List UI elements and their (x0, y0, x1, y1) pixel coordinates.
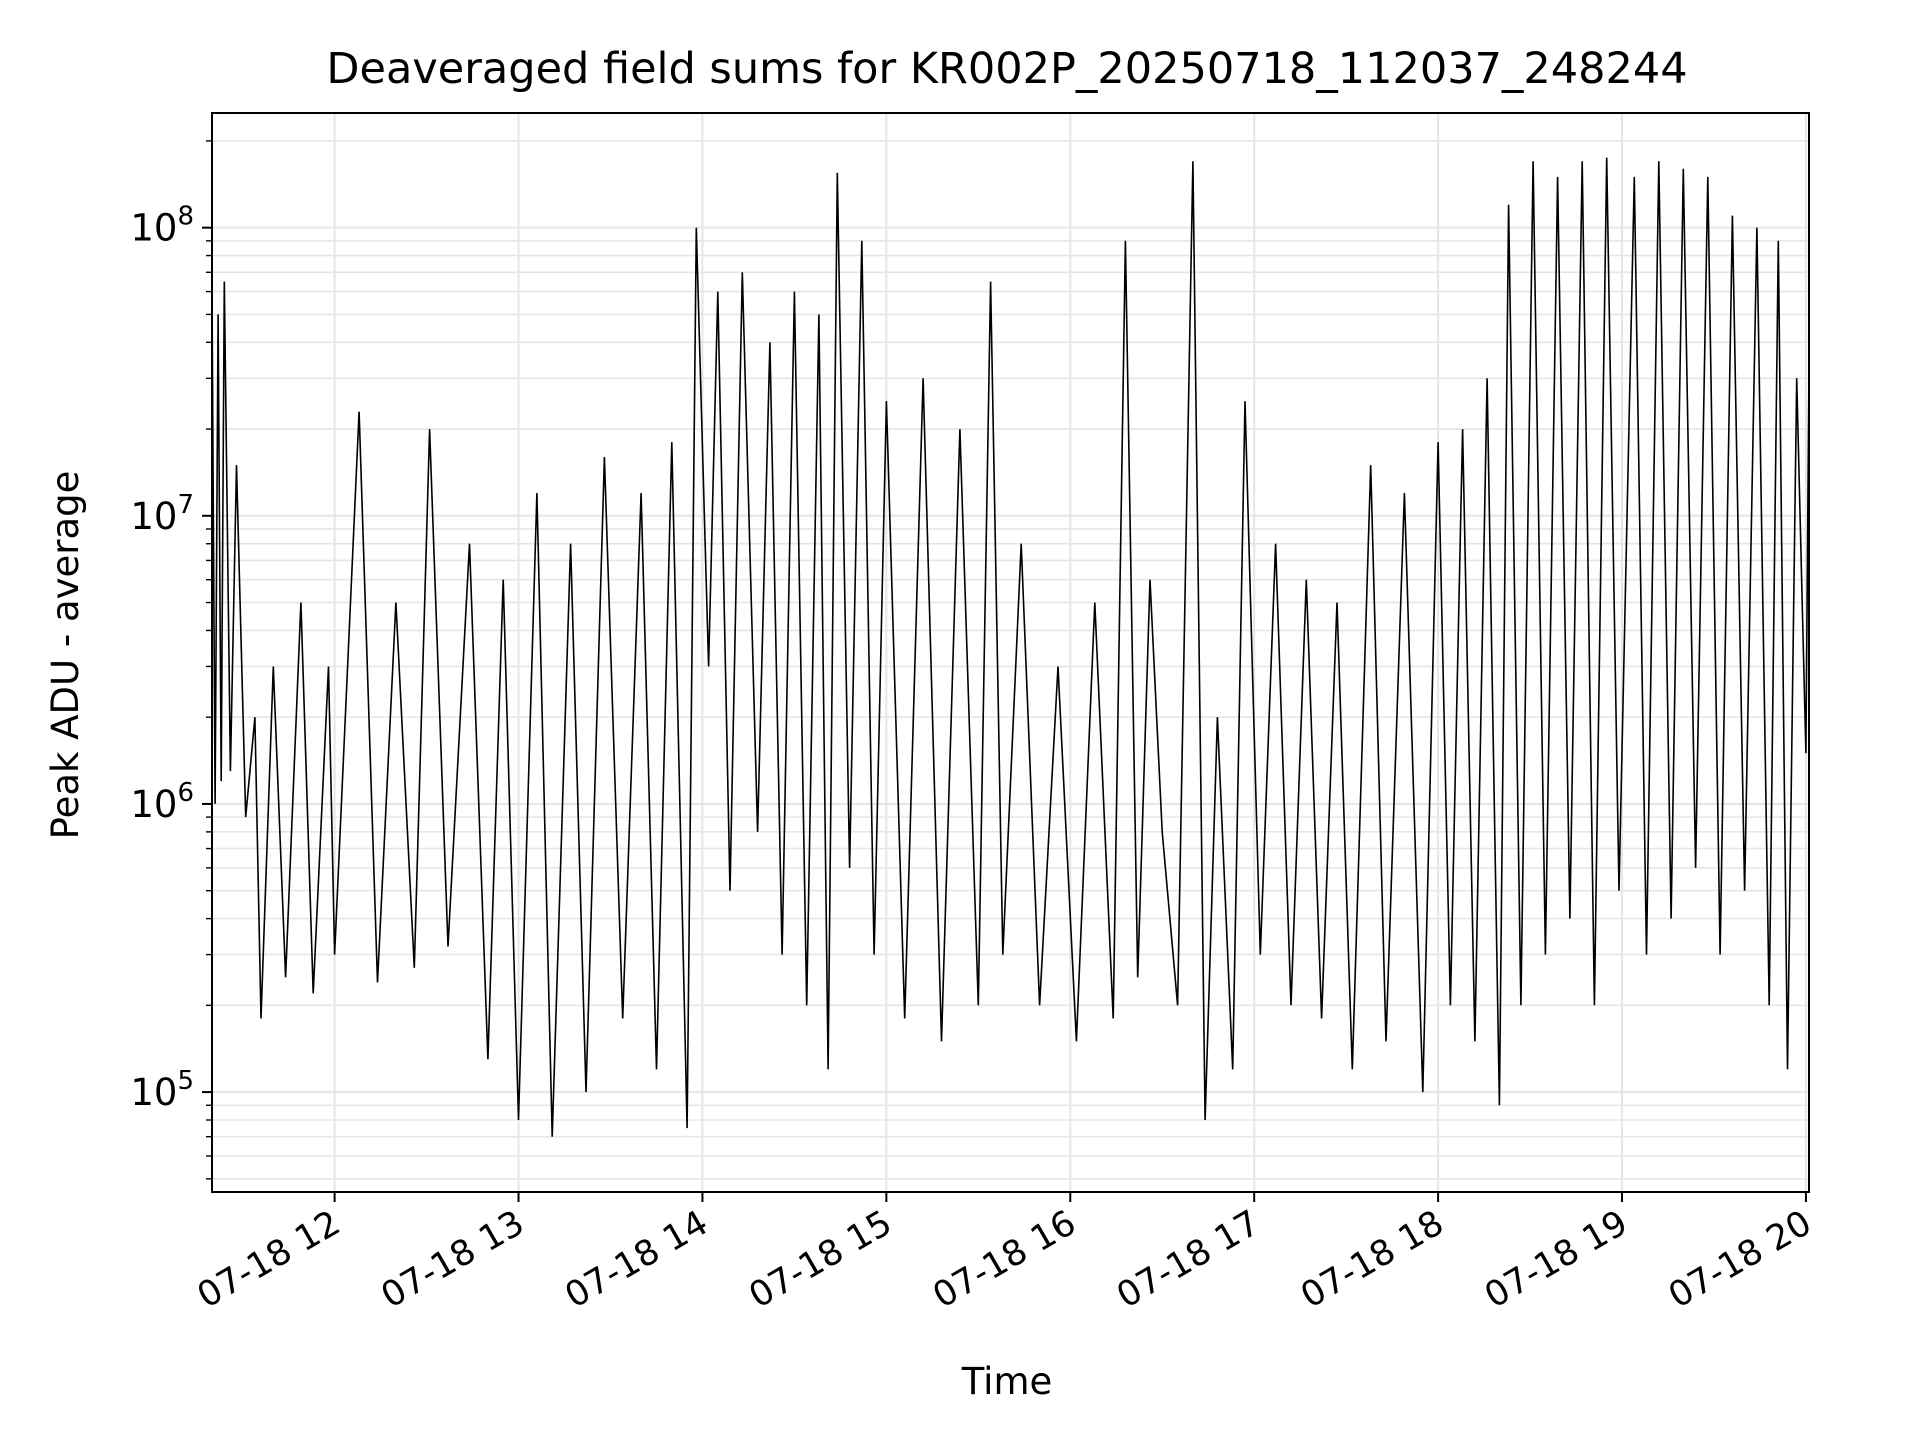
chart-title: Deaveraged field sums for KR002P_2025071… (326, 44, 1687, 94)
y-axis-label: Peak ADU - average (44, 471, 87, 840)
series-layer (211, 157, 1810, 1137)
y-tick-label: 105 (130, 1066, 194, 1114)
y-tick-label: 106 (130, 778, 194, 826)
plot-frame (211, 112, 1810, 1193)
y-tick-label: 108 (130, 202, 194, 250)
x-axis-label: Time (961, 1360, 1053, 1403)
y-tick-label: 107 (130, 490, 194, 538)
series-line (211, 157, 1810, 1137)
